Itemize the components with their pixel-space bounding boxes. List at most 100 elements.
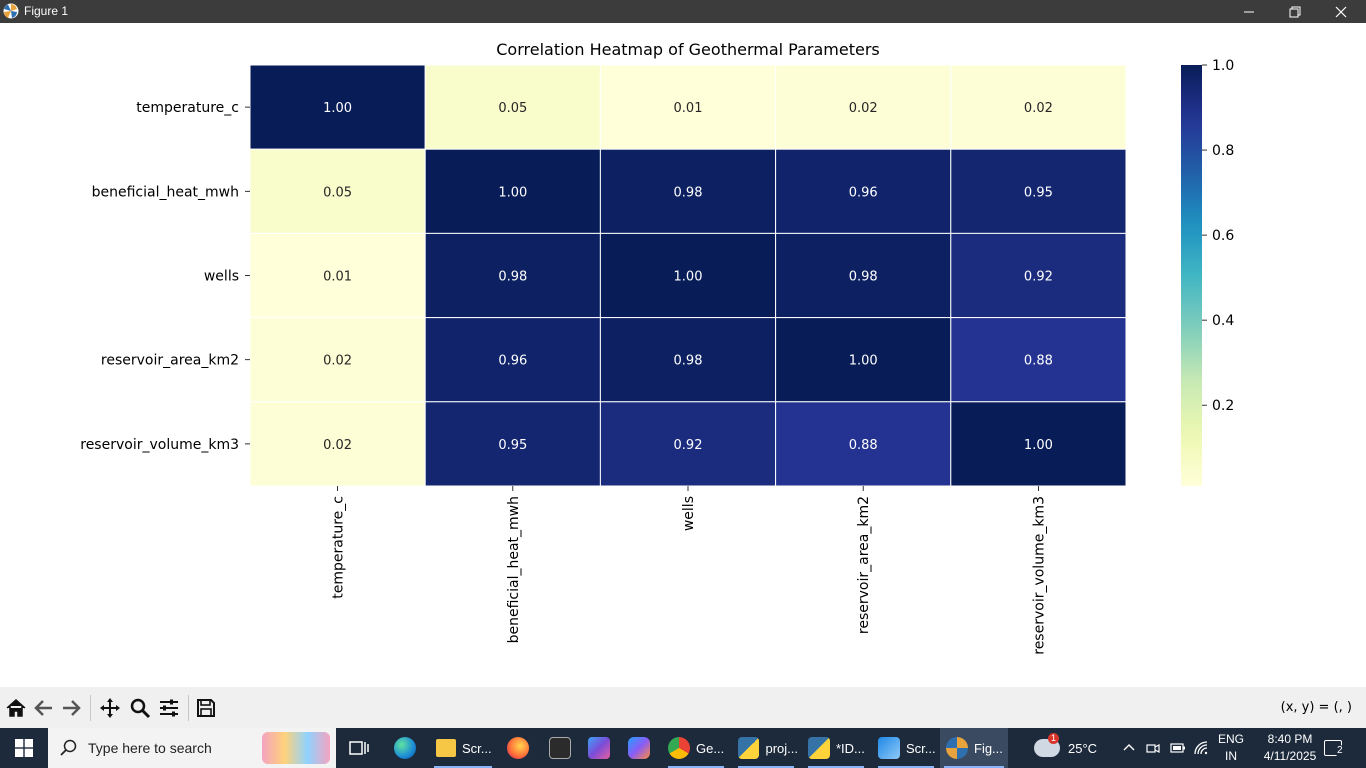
heatmap-cell	[249, 64, 426, 150]
arrow-right-icon	[63, 700, 81, 716]
network-indicator[interactable]	[1194, 728, 1210, 768]
forward-button[interactable]	[58, 695, 84, 721]
notification-icon: 2	[1324, 740, 1345, 757]
clapperboard-icon	[549, 737, 571, 759]
weather-cloud-icon: 1	[1034, 733, 1060, 757]
search-icon	[60, 739, 77, 756]
heatmap-cell	[249, 401, 426, 487]
taskbar-app-firefox[interactable]	[507, 728, 529, 768]
show-hidden-icons-button[interactable]	[1122, 728, 1136, 768]
cell-annotation: 0.01	[674, 101, 703, 116]
figure-canvas[interactable]: Correlation Heatmap of Geothermal Parame…	[0, 23, 1366, 687]
taskbar-app-m365[interactable]	[588, 728, 610, 768]
y-tick-label: wells	[204, 269, 239, 285]
cursor-coordinates: (x, y) = (, )	[1280, 700, 1352, 715]
task-view-icon	[349, 741, 369, 755]
restore-button[interactable]	[1272, 0, 1318, 23]
cell-annotation: 1.00	[323, 101, 352, 116]
cell-annotation: 0.98	[674, 185, 703, 200]
start-button[interactable]	[0, 728, 48, 768]
folder-icon	[436, 739, 456, 757]
toolbar-separator	[188, 695, 189, 721]
heatmap-cell	[424, 232, 601, 319]
python-file-icon	[738, 737, 760, 759]
heatmap-chart: Correlation Heatmap of Geothermal Parame…	[80, 40, 1234, 655]
heatmap-cell	[775, 401, 952, 487]
windows-logo-icon	[15, 739, 33, 757]
save-button[interactable]	[193, 695, 219, 721]
heatmap-cell	[775, 64, 952, 150]
cell-annotation: 0.88	[1024, 354, 1053, 369]
home-button[interactable]	[3, 695, 29, 721]
taskbar-app-file-explorer[interactable]: Scr...	[430, 728, 496, 768]
cell-annotation: 0.92	[674, 438, 703, 453]
heatmap-cell	[775, 148, 952, 234]
cell-annotation: 0.02	[1024, 101, 1053, 116]
x-tick-label: reservoir_volume_km3	[1031, 496, 1047, 655]
wifi-icon	[1194, 741, 1208, 755]
configure-subplots-button[interactable]	[156, 695, 182, 721]
toolbar-separator	[90, 695, 91, 721]
heatmap-cell	[599, 64, 777, 150]
heatmap-cell	[424, 148, 601, 234]
navigation-toolbar: (x, y) = (, )	[0, 687, 1366, 728]
y-tick-label: reservoir_volume_km3	[80, 437, 239, 453]
sliders-icon	[160, 699, 178, 717]
weather-badge: 1	[1048, 733, 1060, 744]
language-indicator[interactable]: ENG IN	[1217, 732, 1244, 763]
pan-button[interactable]	[97, 695, 123, 721]
minimize-button[interactable]	[1226, 0, 1272, 23]
cell-annotation: 1.00	[849, 354, 878, 369]
cell-annotation: 1.00	[674, 270, 703, 285]
edge-icon	[394, 737, 416, 759]
cell-annotation: 0.01	[323, 270, 352, 285]
taskbar-search-box[interactable]: Type here to search	[48, 728, 336, 768]
heatmap-cell	[950, 317, 1127, 403]
x-tick-label: temperature_c	[331, 496, 347, 599]
back-button[interactable]	[31, 695, 57, 721]
clock[interactable]: 8:40 PM 4/11/2025	[1256, 731, 1324, 765]
taskbar-app-chrome[interactable]: Ge...	[664, 728, 728, 768]
cell-annotation: 1.00	[498, 185, 527, 200]
colorbar-tick-label: 0.4	[1212, 313, 1234, 329]
heatmap-cell	[950, 401, 1127, 487]
heatmap-cell	[249, 148, 426, 234]
cell-annotation: 0.05	[323, 185, 352, 200]
meet-now-button[interactable]	[1146, 728, 1160, 768]
clock-time: 8:40 PM	[1267, 732, 1313, 746]
heatmap-cell	[599, 148, 777, 234]
close-button[interactable]	[1318, 0, 1364, 23]
weather-widget[interactable]: 1 25°C	[1034, 728, 1097, 768]
taskbar-app-snipping[interactable]: Scr...	[874, 728, 938, 768]
cell-annotation: 0.96	[849, 185, 878, 200]
taskbar-app-figure[interactable]: Fig...	[940, 728, 1008, 768]
task-view-button[interactable]	[348, 728, 374, 768]
taskbar-app-copilot[interactable]	[628, 728, 650, 768]
cell-annotation: 0.95	[498, 438, 527, 453]
matplotlib-icon	[946, 737, 968, 759]
chrome-icon	[668, 737, 690, 759]
zoom-button[interactable]	[127, 695, 153, 721]
taskbar-app-python-proj[interactable]: proj...	[734, 728, 798, 768]
search-highlight-image	[262, 732, 330, 764]
chart-title: Correlation Heatmap of Geothermal Parame…	[496, 40, 880, 59]
m365-icon	[588, 737, 610, 759]
battery-indicator[interactable]	[1170, 728, 1186, 768]
weather-temperature: 25°C	[1068, 740, 1098, 756]
y-tick-label: temperature_c	[136, 100, 239, 116]
heatmap-cell	[775, 232, 952, 319]
camera-icon	[1146, 744, 1160, 753]
taskbar-app-edge[interactable]	[394, 728, 416, 768]
colorbar-tick-label: 0.6	[1212, 228, 1234, 244]
chevron-up-icon	[1123, 744, 1135, 751]
cell-annotation: 1.00	[1024, 438, 1053, 453]
taskbar-app-clipchamp[interactable]	[549, 728, 571, 768]
heatmap-cell	[249, 232, 426, 319]
x-tick-label: wells	[681, 496, 697, 531]
x-tick-label: beneficial_heat_mwh	[506, 496, 522, 643]
cell-annotation: 0.96	[498, 354, 527, 369]
copilot-icon	[628, 737, 650, 759]
taskbar-app-idle[interactable]: *ID...	[804, 728, 868, 768]
notification-center-button[interactable]: 2	[1324, 728, 1345, 768]
cell-annotation: 0.98	[498, 270, 527, 285]
